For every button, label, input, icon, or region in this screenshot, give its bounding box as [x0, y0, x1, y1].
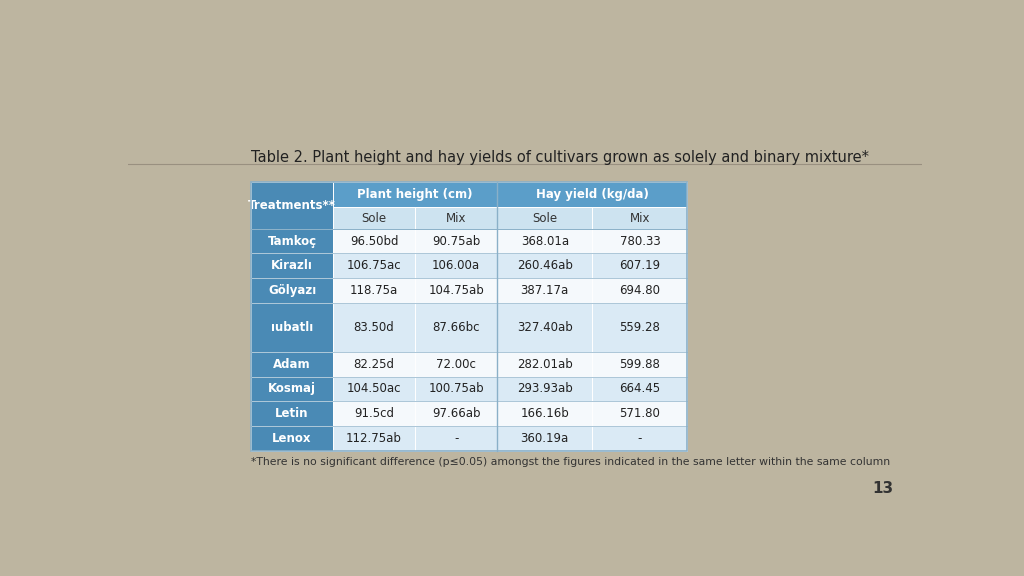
- Text: Table 2. Plant height and hay yields of cultivars grown as solely and binary mix: Table 2. Plant height and hay yields of …: [251, 150, 869, 165]
- Text: 282.01ab: 282.01ab: [517, 358, 572, 371]
- Text: Lenox: Lenox: [272, 432, 311, 445]
- Bar: [251, 352, 333, 377]
- Bar: [592, 207, 687, 229]
- Bar: [415, 401, 498, 426]
- Bar: [415, 377, 498, 401]
- Bar: [498, 207, 592, 229]
- Bar: [415, 352, 498, 377]
- Text: Treatments**: Treatments**: [248, 199, 336, 212]
- Text: 327.40ab: 327.40ab: [517, 321, 572, 334]
- Text: 368.01a: 368.01a: [520, 234, 568, 248]
- Text: 607.19: 607.19: [620, 259, 660, 272]
- Bar: [251, 401, 333, 426]
- Text: Letin: Letin: [275, 407, 309, 420]
- Bar: [251, 303, 333, 352]
- Bar: [498, 426, 592, 450]
- Text: Hay yield (kg/da): Hay yield (kg/da): [536, 188, 649, 202]
- Text: Gölyazı: Gölyazı: [268, 284, 316, 297]
- Text: *There is no significant difference (p≤0.05) amongst the figures indicated in th: *There is no significant difference (p≤0…: [251, 457, 890, 467]
- Text: -: -: [638, 432, 642, 445]
- Bar: [498, 401, 592, 426]
- Bar: [333, 401, 415, 426]
- Text: 100.75ab: 100.75ab: [428, 382, 484, 396]
- Bar: [415, 426, 498, 450]
- Bar: [415, 207, 498, 229]
- Bar: [333, 303, 415, 352]
- Bar: [415, 229, 498, 253]
- Bar: [498, 253, 592, 278]
- Text: 780.33: 780.33: [620, 234, 660, 248]
- Bar: [415, 278, 498, 303]
- Bar: [251, 253, 333, 278]
- Text: Tamkoç: Tamkoç: [267, 234, 316, 248]
- Text: Mix: Mix: [630, 211, 650, 225]
- Text: Kirazlı: Kirazlı: [271, 259, 313, 272]
- Bar: [251, 278, 333, 303]
- Bar: [592, 278, 687, 303]
- Bar: [592, 229, 687, 253]
- Bar: [498, 229, 592, 253]
- Bar: [592, 352, 687, 377]
- Bar: [592, 377, 687, 401]
- Text: 96.50bd: 96.50bd: [350, 234, 398, 248]
- Bar: [415, 253, 498, 278]
- Text: -: -: [454, 432, 459, 445]
- Text: Mix: Mix: [445, 211, 466, 225]
- Text: 72.00c: 72.00c: [436, 358, 476, 371]
- Text: 13: 13: [872, 481, 894, 496]
- Bar: [498, 278, 592, 303]
- Text: 599.88: 599.88: [620, 358, 660, 371]
- Text: 571.80: 571.80: [620, 407, 660, 420]
- Text: 87.66bc: 87.66bc: [432, 321, 480, 334]
- Bar: [333, 426, 415, 450]
- Text: Sole: Sole: [361, 211, 387, 225]
- Bar: [498, 303, 592, 352]
- Bar: [251, 229, 333, 253]
- Bar: [333, 278, 415, 303]
- Text: 664.45: 664.45: [620, 382, 660, 396]
- Text: ıubatlı: ıubatlı: [271, 321, 313, 334]
- Bar: [333, 229, 415, 253]
- Bar: [498, 182, 687, 207]
- Bar: [333, 352, 415, 377]
- Text: 104.50ac: 104.50ac: [347, 382, 401, 396]
- Text: Kosmaj: Kosmaj: [268, 382, 316, 396]
- Bar: [333, 207, 415, 229]
- Text: 166.16b: 166.16b: [520, 407, 569, 420]
- Bar: [251, 182, 687, 450]
- Text: Plant height (cm): Plant height (cm): [357, 188, 473, 202]
- Text: 260.46ab: 260.46ab: [517, 259, 572, 272]
- Text: 559.28: 559.28: [620, 321, 660, 334]
- Text: 387.17a: 387.17a: [520, 284, 569, 297]
- Text: 82.25d: 82.25d: [353, 358, 394, 371]
- Text: 106.00a: 106.00a: [432, 259, 480, 272]
- Bar: [592, 303, 687, 352]
- Text: Adam: Adam: [273, 358, 311, 371]
- Bar: [498, 352, 592, 377]
- Text: 83.50d: 83.50d: [353, 321, 394, 334]
- Bar: [251, 426, 333, 450]
- Text: 694.80: 694.80: [620, 284, 660, 297]
- Bar: [592, 253, 687, 278]
- Bar: [333, 253, 415, 278]
- Bar: [415, 303, 498, 352]
- Text: 90.75ab: 90.75ab: [432, 234, 480, 248]
- Bar: [251, 182, 333, 229]
- Text: 112.75ab: 112.75ab: [346, 432, 402, 445]
- Text: 104.75ab: 104.75ab: [428, 284, 484, 297]
- Text: 360.19a: 360.19a: [520, 432, 569, 445]
- Text: 97.66ab: 97.66ab: [432, 407, 480, 420]
- Text: 118.75a: 118.75a: [350, 284, 398, 297]
- Bar: [498, 377, 592, 401]
- Text: 106.75ac: 106.75ac: [347, 259, 401, 272]
- Bar: [251, 377, 333, 401]
- Text: 293.93ab: 293.93ab: [517, 382, 572, 396]
- Text: Sole: Sole: [532, 211, 557, 225]
- Bar: [592, 401, 687, 426]
- Text: 91.5cd: 91.5cd: [354, 407, 394, 420]
- Bar: [592, 426, 687, 450]
- Bar: [333, 377, 415, 401]
- Bar: [333, 182, 498, 207]
